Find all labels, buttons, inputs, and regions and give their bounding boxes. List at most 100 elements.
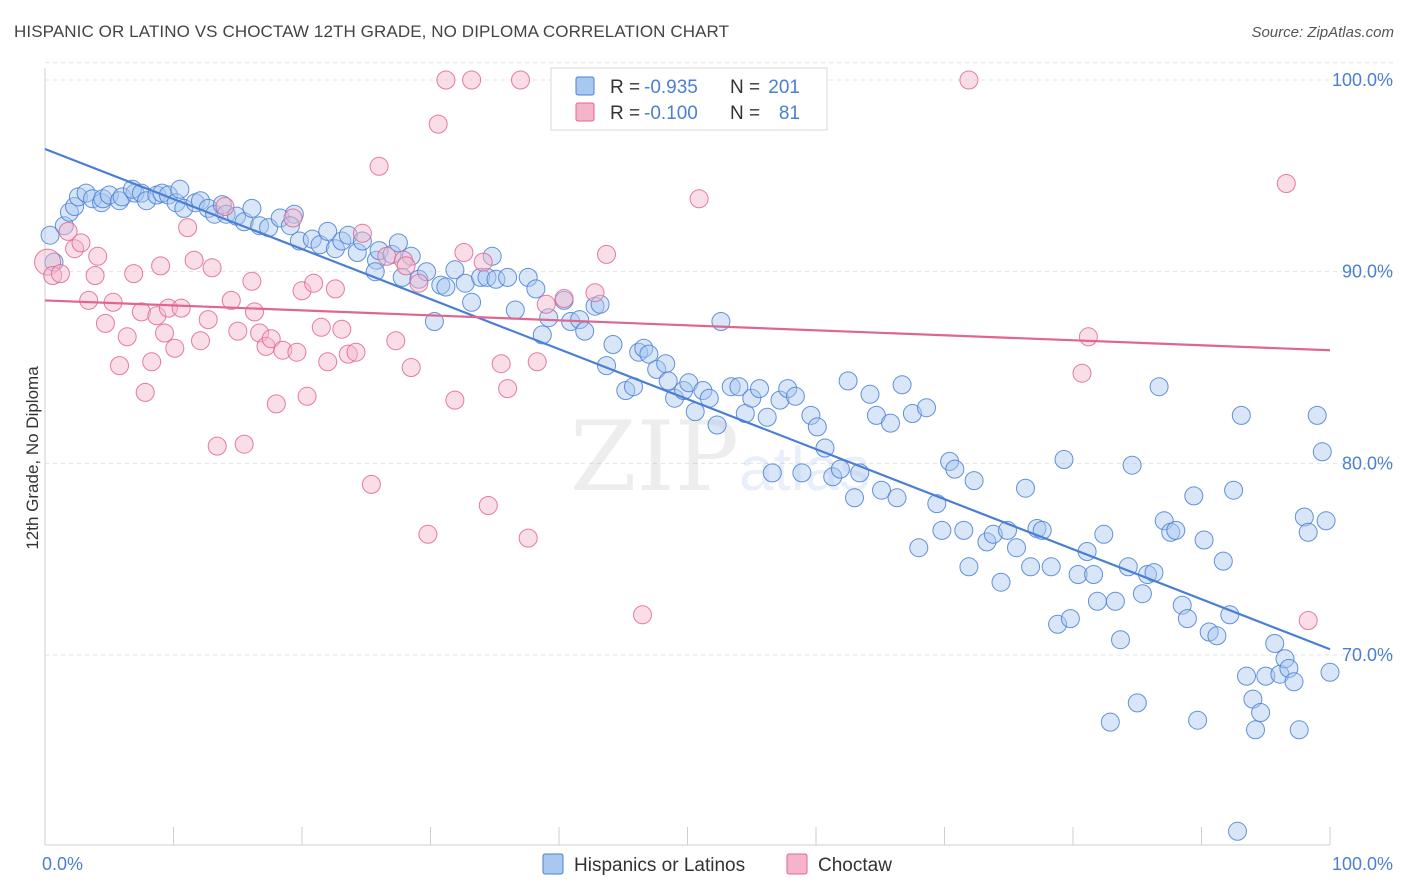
hispanic-point <box>1188 710 1208 730</box>
hispanic-point <box>212 195 232 215</box>
hispanic-point <box>526 279 546 299</box>
hispanic-point <box>590 294 610 314</box>
hispanic-point <box>707 415 727 435</box>
hispanic-point <box>721 377 741 397</box>
y-tick-label-3: 100.0% <box>1332 70 1393 90</box>
choctaw-point <box>273 340 293 360</box>
choctaw-point <box>361 474 381 494</box>
choctaw-point <box>396 256 416 276</box>
legend-n-label-2: N = <box>730 103 760 124</box>
choctaw-point <box>386 331 406 351</box>
hispanic-point <box>750 379 769 399</box>
hispanic-point <box>1284 672 1304 692</box>
hispanic-point <box>409 269 429 289</box>
choctaw-point <box>234 434 254 454</box>
choctaw-point <box>50 264 70 284</box>
hispanic-point <box>909 538 929 558</box>
hispanic-point <box>658 371 678 391</box>
hispanic-point <box>1094 524 1114 544</box>
y-tick-label-1: 80.0% <box>1342 453 1393 473</box>
legend-swatch-blue <box>575 76 595 96</box>
choctaw-point <box>147 306 167 326</box>
hispanic-point <box>845 488 864 508</box>
hispanic-point <box>392 267 412 287</box>
chart-title: HISPANIC OR LATINO VS CHOCTAW 12TH GRADE… <box>14 22 730 41</box>
y-tick-label-0: 70.0% <box>1342 645 1393 665</box>
hispanic-point <box>325 239 345 259</box>
series-choctaw <box>34 70 1318 630</box>
choctaw-point <box>597 244 616 264</box>
hispanic-point <box>881 413 900 433</box>
hispanic-point <box>823 467 843 487</box>
hispanic-point <box>762 463 782 483</box>
hispanic-point <box>639 344 659 364</box>
choctaw-point <box>462 70 482 90</box>
hispanic-point <box>1127 693 1147 713</box>
choctaw-point <box>221 290 241 310</box>
choctaw-point <box>58 221 78 241</box>
hispanic-point <box>1132 584 1152 604</box>
series-legend-swatch-hispanic[interactable] <box>542 853 564 875</box>
choctaw-point <box>346 342 366 362</box>
hispanic-point <box>65 197 85 216</box>
choctaw-point <box>1072 363 1092 383</box>
choctaw-point <box>304 273 324 293</box>
choctaw-point <box>498 379 518 399</box>
hispanic-point <box>945 459 965 479</box>
choctaw-point <box>959 70 979 90</box>
legend-n-value-1: 201 <box>768 77 800 98</box>
hispanic-point <box>570 310 590 330</box>
hispanic-point <box>482 246 502 266</box>
hispanic-point <box>1149 377 1169 397</box>
choctaw-point <box>352 223 372 243</box>
choctaw-point <box>34 248 62 276</box>
series-legend-swatch-choctaw[interactable] <box>786 853 808 875</box>
choctaw-point <box>88 246 108 266</box>
hispanic-point <box>369 241 389 261</box>
hispanic-point <box>1213 551 1233 571</box>
hispanic-point <box>1084 565 1104 584</box>
choctaw-point <box>287 342 307 362</box>
choctaw-point <box>377 246 397 266</box>
hispanic-point <box>1177 609 1197 629</box>
hispanic-point <box>505 300 525 320</box>
hispanic-point <box>1246 720 1265 740</box>
hispanic-point <box>1100 712 1120 732</box>
hispanic-point <box>785 386 805 406</box>
choctaw-point <box>536 294 556 314</box>
choctaw-point <box>191 331 210 351</box>
hispanic-point <box>1307 405 1327 425</box>
hispanic-point <box>1231 405 1251 425</box>
hispanic-point <box>991 572 1011 592</box>
choctaw-point <box>43 266 63 285</box>
hispanic-point <box>729 377 749 397</box>
hispanic-point <box>347 243 367 262</box>
hispanic-point <box>1228 821 1247 841</box>
hispanic-point <box>518 267 538 287</box>
hispanic-point <box>462 292 482 312</box>
hispanic-point <box>242 198 262 218</box>
series-legend-label-choctaw[interactable]: Choctaw <box>818 855 892 876</box>
hispanic-point <box>954 520 974 540</box>
hispanic-point <box>302 229 322 249</box>
hispanic-point <box>417 262 437 282</box>
axes-layer <box>44 68 1331 846</box>
watermark: ZIPatlas <box>570 401 870 513</box>
choctaw-point <box>409 273 429 293</box>
choctaw-point <box>518 528 538 548</box>
hispanic-point <box>932 520 952 540</box>
hispanic-point <box>1111 630 1130 650</box>
series-legend-label-hispanic[interactable]: Hispanics or Latinos <box>574 855 745 876</box>
hispanic-point <box>1289 720 1309 740</box>
hispanic-point <box>352 231 372 251</box>
choctaw-point <box>436 70 456 90</box>
choctaw-point <box>228 321 248 341</box>
hispanic-point <box>892 375 912 395</box>
hispanic-point <box>152 183 172 203</box>
hispanic-point <box>647 359 667 379</box>
hispanic-point <box>471 267 491 287</box>
hispanic-point <box>1166 520 1186 540</box>
legend-swatch-pink <box>575 102 595 122</box>
hispanic-point <box>838 371 858 391</box>
grid-layer <box>45 62 1395 656</box>
